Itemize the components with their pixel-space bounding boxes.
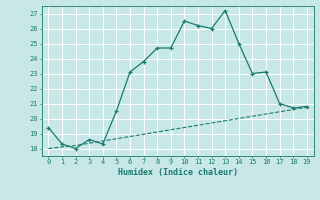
X-axis label: Humidex (Indice chaleur): Humidex (Indice chaleur) [118, 168, 237, 177]
